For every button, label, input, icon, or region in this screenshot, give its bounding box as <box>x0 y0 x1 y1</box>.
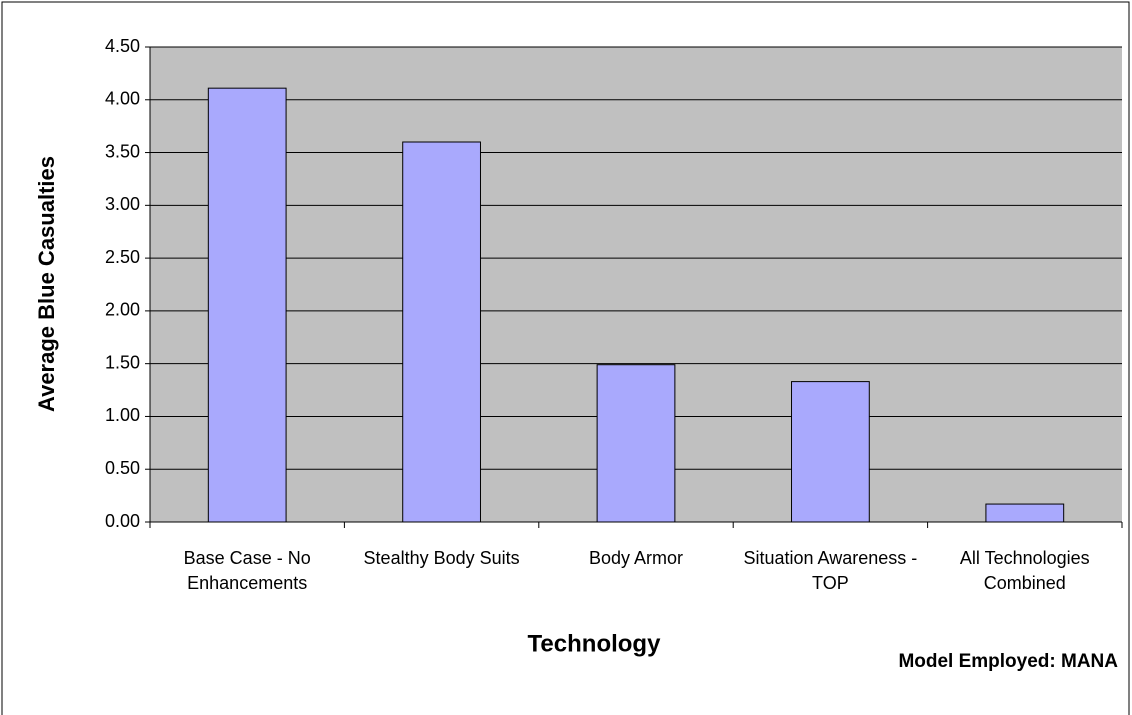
x-tick-label: Base Case - No Enhancements <box>183 548 311 593</box>
y-tick-label: 2.50 <box>105 247 140 267</box>
y-tick-label: 2.00 <box>105 300 140 320</box>
x-tick-label: All Technologies Combined <box>959 548 1090 593</box>
x-tick-label: Body Armor <box>588 548 684 568</box>
x-axis-label: Technology <box>528 630 662 657</box>
bar <box>402 141 481 523</box>
bar <box>985 503 1065 523</box>
y-tick-label: 0.50 <box>105 458 140 478</box>
y-tick-label: 3.00 <box>105 194 140 214</box>
annotation: Model Employed: MANA <box>898 651 1118 672</box>
y-tick-label: 3.50 <box>105 141 140 161</box>
bar <box>207 87 287 523</box>
y-tick-label: 4.50 <box>105 36 140 56</box>
y-tick-label: 1.50 <box>105 352 140 372</box>
x-tick-label: Situation Awareness - TOP <box>743 548 918 593</box>
y-tick-label: 4.00 <box>105 89 140 109</box>
x-tick-label: Stealthy Body Suits <box>363 548 520 568</box>
bar <box>791 381 870 523</box>
bar <box>596 364 676 523</box>
y-tick-label: 1.00 <box>105 405 140 425</box>
y-axis-label: Average Blue Casualties <box>34 156 59 412</box>
y-tick-label: 0.00 <box>105 511 140 531</box>
